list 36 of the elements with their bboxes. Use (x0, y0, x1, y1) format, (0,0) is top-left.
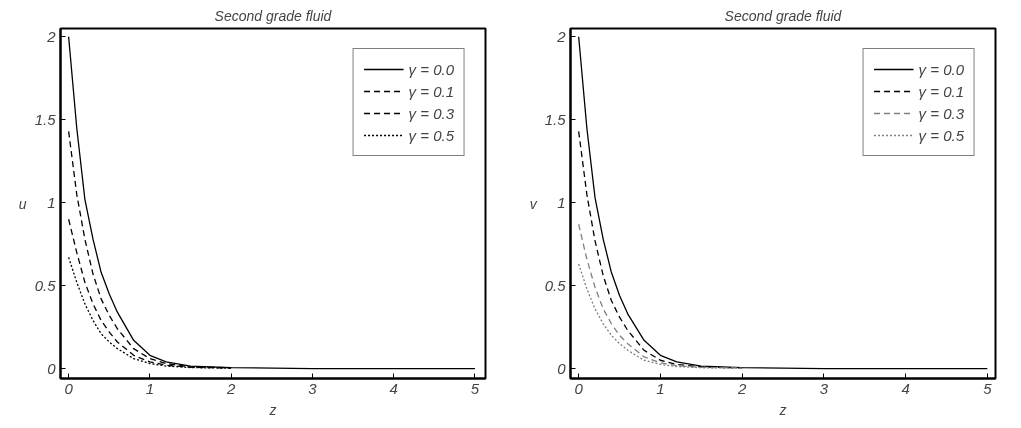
legend-label: γ = 0.3 (408, 103, 454, 123)
legend-label: γ = 0.0 (918, 59, 964, 79)
y-tick-label: 1.5 (34, 110, 57, 128)
x-tick-label: 0 (574, 379, 584, 397)
y-tick-label: 1.5 (544, 110, 567, 128)
x-tick-label: 5 (470, 379, 480, 397)
x-tick-label: 2 (736, 379, 747, 397)
x-tick-label: 3 (819, 379, 829, 397)
y-tick-label: 0 (557, 359, 567, 377)
x-tick-label: 3 (308, 379, 318, 397)
x-axis-title: z (778, 401, 787, 418)
x-tick-label: 1 (656, 379, 665, 397)
chart-title: Second grade fluid (214, 7, 333, 24)
y-axis-title: v (529, 195, 538, 212)
y-tick-label: 0.5 (34, 276, 57, 294)
y-tick-label: 2 (556, 27, 567, 45)
y-tick-label: 0 (47, 359, 57, 377)
legend-label: γ = 0.5 (918, 125, 964, 145)
y-tick-label: 1 (47, 193, 56, 211)
legend-label: γ = 0.0 (408, 59, 454, 79)
legend-label: γ = 0.1 (408, 81, 454, 101)
legend-label: γ = 0.1 (918, 81, 964, 101)
x-axis-title: z (268, 401, 277, 418)
x-tick-label: 5 (983, 379, 993, 397)
y-axis-title: u (18, 195, 27, 212)
legend-label: γ = 0.3 (918, 103, 964, 123)
chart-title: Second grade fluid (724, 7, 843, 24)
x-tick-label: 1 (145, 379, 155, 397)
legend-label: γ = 0.5 (408, 125, 454, 145)
y-tick-label: 2 (46, 27, 57, 45)
x-tick-label: 0 (64, 379, 74, 397)
y-tick-label: 1 (557, 193, 566, 211)
x-tick-label: 4 (389, 379, 398, 397)
x-tick-label: 2 (225, 379, 236, 397)
x-tick-label: 4 (901, 379, 910, 397)
y-tick-label: 0.5 (544, 276, 567, 294)
